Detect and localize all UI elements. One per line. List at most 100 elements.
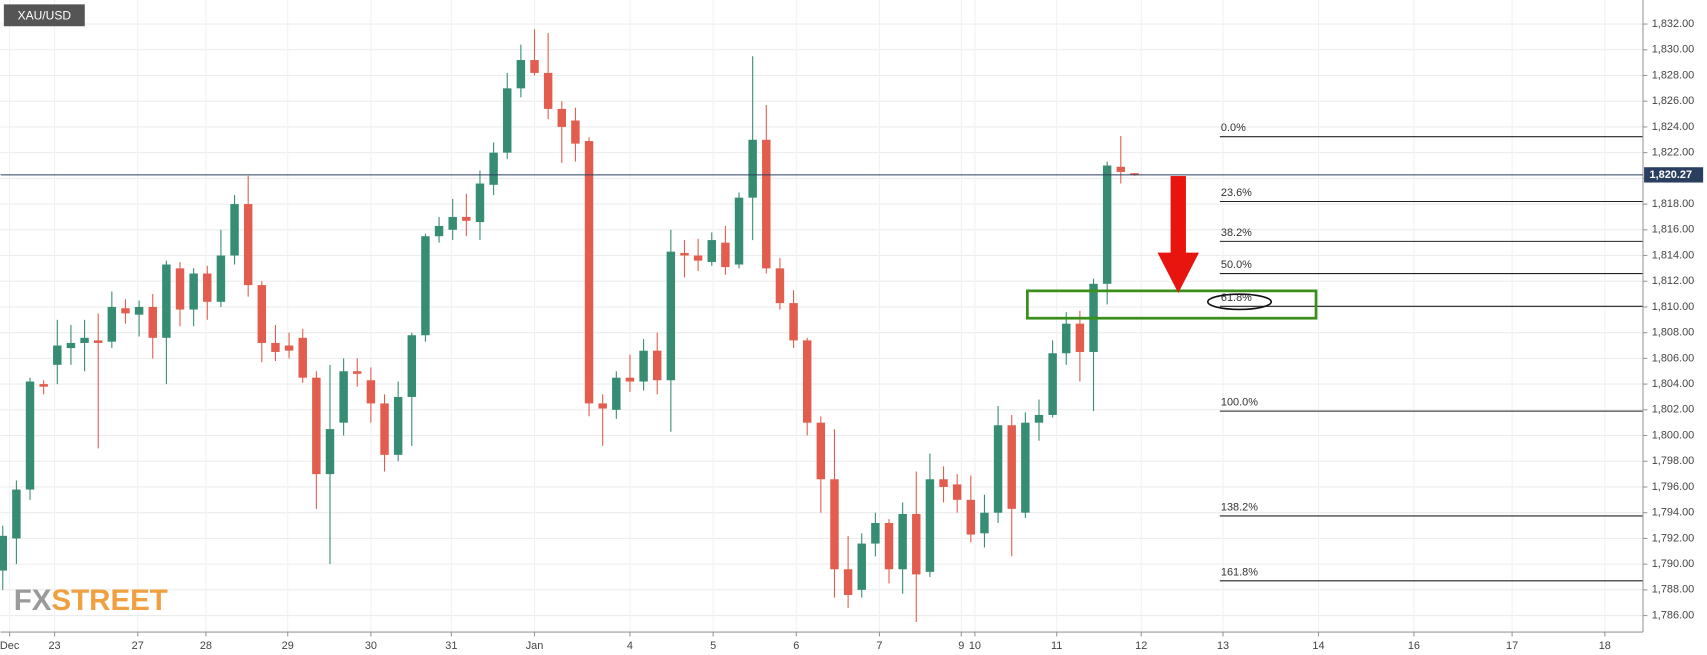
x-tick-label: 28 bbox=[200, 640, 212, 652]
candle-body bbox=[966, 499, 976, 535]
x-tick-label: 13 bbox=[1217, 640, 1229, 652]
candle-body bbox=[489, 152, 498, 185]
y-tick-label: 1,806.00 bbox=[1652, 352, 1695, 364]
y-tick-label: 1,814.00 bbox=[1652, 249, 1695, 261]
y-tick-label: 1,822.00 bbox=[1652, 147, 1695, 159]
candle-body bbox=[80, 337, 89, 343]
candle-body bbox=[557, 108, 567, 127]
x-tick-label: 27 bbox=[132, 640, 144, 652]
candle-body bbox=[1130, 173, 1139, 175]
candle-body bbox=[121, 308, 130, 314]
candles bbox=[0, 29, 1139, 623]
candle-body bbox=[393, 396, 403, 455]
candle-body bbox=[475, 183, 485, 223]
candle-body bbox=[189, 273, 198, 310]
candle-body bbox=[598, 403, 607, 409]
candle-body bbox=[325, 429, 335, 475]
candle-body bbox=[134, 306, 144, 315]
x-tick-label: 9 bbox=[958, 640, 964, 652]
y-tick-label: 1,826.00 bbox=[1652, 95, 1695, 107]
x-tick-label: 7 bbox=[876, 640, 882, 652]
candle-body bbox=[434, 225, 444, 237]
candle-body bbox=[1007, 425, 1016, 509]
y-tick-label: 1,800.00 bbox=[1652, 429, 1695, 441]
candle-body bbox=[652, 350, 662, 381]
candle-body bbox=[721, 242, 730, 268]
y-tick-label: 1,824.00 bbox=[1652, 121, 1695, 133]
watermark-fx: FX bbox=[14, 584, 52, 617]
candle-body bbox=[407, 335, 417, 397]
support-zone bbox=[1025, 289, 1318, 320]
candle-body bbox=[25, 381, 35, 490]
candle-body bbox=[802, 340, 812, 423]
candle-body bbox=[775, 268, 785, 304]
candle-body bbox=[543, 72, 553, 109]
x-tick-label: 16 bbox=[1408, 640, 1420, 652]
y-tick-label: 1,788.00 bbox=[1652, 584, 1695, 596]
candle-body bbox=[53, 345, 62, 365]
x-tick-label: 11 bbox=[1051, 640, 1062, 652]
candle-body bbox=[353, 371, 362, 374]
candle-body bbox=[530, 60, 539, 73]
y-tick-label: 1,804.00 bbox=[1652, 378, 1695, 390]
y-tick-label: 1,792.00 bbox=[1652, 532, 1695, 544]
candle-body bbox=[625, 377, 635, 382]
fibonacci: 0.0%23.6%38.2%50.0%61.8%100.0%138.2%161.… bbox=[1219, 122, 1643, 582]
arrow-shaft bbox=[1170, 176, 1186, 255]
candle-body bbox=[12, 489, 21, 539]
candle-body bbox=[762, 139, 771, 269]
candle-body bbox=[39, 384, 48, 387]
candle-body bbox=[339, 371, 348, 423]
candle-body bbox=[571, 120, 580, 144]
x-tick-label: 12 bbox=[1135, 640, 1147, 652]
arrow-head bbox=[1157, 252, 1200, 294]
candle-body bbox=[243, 204, 253, 286]
candle-body bbox=[584, 141, 594, 404]
candle-body bbox=[857, 543, 866, 590]
y-tick-label: 1,830.00 bbox=[1652, 44, 1695, 56]
x-tick-label: Dec bbox=[0, 640, 20, 652]
y-tick-label: 1,818.00 bbox=[1652, 198, 1695, 210]
y-tick-label: 1,812.00 bbox=[1652, 275, 1695, 287]
candle-body bbox=[680, 252, 689, 256]
x-tick-label: Jan bbox=[526, 640, 544, 652]
x-tick-label: 6 bbox=[793, 640, 799, 652]
candle-body bbox=[93, 340, 103, 343]
candle-body bbox=[298, 337, 307, 378]
y-tick-label: 1,786.00 bbox=[1652, 609, 1695, 621]
candle-body bbox=[312, 377, 321, 475]
x-tick-label: 10 bbox=[969, 640, 981, 652]
fib-label: 50.0% bbox=[1221, 259, 1252, 271]
candle-body bbox=[366, 380, 376, 404]
candle-body bbox=[884, 522, 894, 570]
candle-body bbox=[1116, 166, 1126, 172]
y-tick-label: 1,796.00 bbox=[1652, 481, 1695, 493]
candle-body bbox=[898, 513, 907, 570]
watermark-street: STREET bbox=[51, 584, 167, 617]
x-tick-label: 14 bbox=[1312, 640, 1324, 652]
y-tick-label: 1,828.00 bbox=[1652, 69, 1695, 81]
candle-body bbox=[993, 425, 1003, 513]
y-tick-label: 1,808.00 bbox=[1652, 327, 1695, 339]
x-tick-label: 17 bbox=[1506, 640, 1518, 652]
fib-label: 38.2% bbox=[1221, 227, 1252, 239]
candle-body bbox=[380, 403, 389, 455]
candle-body bbox=[271, 342, 280, 352]
y-tick-label: 1,802.00 bbox=[1652, 404, 1695, 416]
x-tick-label: 18 bbox=[1599, 640, 1611, 652]
candle-body bbox=[257, 285, 267, 343]
candle-body bbox=[816, 422, 826, 480]
last-price-box bbox=[1644, 167, 1704, 183]
y-tick-label: 1,832.00 bbox=[1652, 18, 1695, 30]
candle-body bbox=[639, 350, 648, 382]
candle-body bbox=[1034, 414, 1044, 423]
candle-body bbox=[612, 377, 621, 410]
candle-body bbox=[843, 569, 853, 596]
candle-body bbox=[980, 512, 989, 534]
candle-body bbox=[516, 60, 526, 89]
fib-label: 23.6% bbox=[1221, 187, 1252, 199]
x-tick-label: 5 bbox=[710, 640, 716, 652]
fib-label: 138.2% bbox=[1221, 501, 1258, 513]
